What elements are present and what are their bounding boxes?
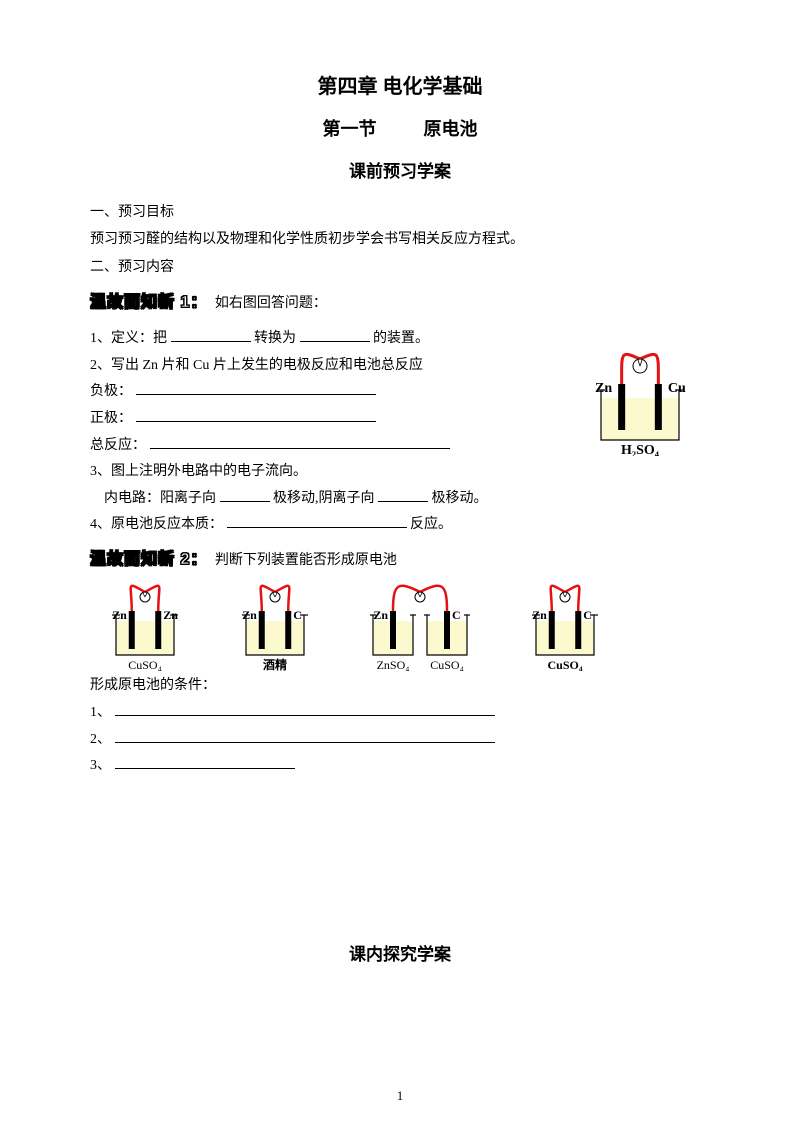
blank: [115, 754, 295, 769]
q3b-mid: 极移动,阴离子向: [273, 491, 375, 506]
cell-diagram: Zn C CuSO₄: [510, 581, 620, 671]
svg-text:CuSO₄: CuSO₄: [430, 658, 464, 671]
svg-text:Zn: Zn: [532, 608, 547, 622]
review2-prompt: 判断下列装置能否形成原电池: [215, 553, 397, 568]
q4-pre: 4、原电池反应本质：: [90, 517, 223, 532]
bottom-title: 课内探究学案: [90, 940, 710, 965]
subtitle: 课前预习学案: [90, 157, 710, 182]
q2: 2、写出 Zn 片和 Cu 片上发生的电极反应和电池总反应: [90, 353, 554, 380]
q1-pre: 1、定义：把: [90, 331, 167, 346]
chapter-title: 第四章 电化学基础: [90, 70, 710, 99]
cell-diagram: Zn Zn CuSO₄: [90, 581, 200, 671]
svg-text:CuSO₄: CuSO₄: [128, 658, 162, 671]
svg-text:酒精: 酒精: [263, 657, 287, 671]
blank: [136, 380, 376, 395]
q4-post: 反应。: [410, 517, 452, 532]
review2-hdr: 温故而知新 2：: [90, 551, 207, 568]
review1-prompt: 如右图回答问题：: [215, 296, 327, 311]
svg-text:C: C: [293, 608, 302, 622]
page-number: 1: [0, 1088, 800, 1104]
blank: [378, 487, 428, 502]
section-left: 第一节: [323, 119, 377, 139]
review1-hdr: 温故而知新 1：: [90, 294, 207, 311]
svg-text:C: C: [452, 608, 461, 622]
blank: [300, 327, 370, 342]
blank: [220, 487, 270, 502]
q3b-post: 极移动。: [432, 491, 488, 506]
svg-text:Zn: Zn: [595, 381, 612, 396]
blank: [115, 701, 495, 716]
c2: 2、: [90, 732, 111, 747]
blank: [171, 327, 251, 342]
svg-text:CuSO₄: CuSO₄: [548, 658, 583, 671]
section-title: 第一节 原电池: [90, 115, 710, 141]
svg-text:C: C: [583, 608, 592, 622]
conditions-hdr: 形成原电池的条件：: [90, 673, 710, 700]
neg-label: 负极：: [90, 384, 132, 399]
pos-label: 正极：: [90, 411, 132, 426]
c3: 3、: [90, 758, 111, 773]
svg-text:Zn: Zn: [112, 608, 127, 622]
svg-text:Zn: Zn: [163, 608, 178, 622]
svg-text:Zn: Zn: [242, 608, 257, 622]
preview-goal-text: 预习预习醛的结构以及物理和化学性质初步学会书写相关反应方程式。: [90, 227, 710, 254]
cell-diagram: Zn C ZnSO₄ CuSO₄: [350, 581, 490, 671]
svg-text:ZnSO₄: ZnSO₄: [377, 658, 410, 671]
cell-diagram-main: Zn Cu H₂SO₄: [570, 326, 710, 461]
section-right: 原电池: [424, 119, 478, 139]
q3: 3、图上注明外电路中的电子流向。: [90, 459, 554, 486]
cells-row: Zn Zn CuSO₄ Zn C 酒精 Zn C ZnSO₄ CuSO₄ Zn C CuSO₄: [90, 581, 710, 671]
blank: [115, 728, 495, 743]
cell-diagram: Zn C 酒精: [220, 581, 330, 671]
svg-text:Cu: Cu: [668, 381, 686, 396]
svg-text:Zn: Zn: [373, 608, 388, 622]
q3b-pre: 内电路：阳离子向: [104, 491, 216, 506]
preview-content-hdr: 二、预习内容: [90, 255, 710, 282]
svg-text:H₂SO₄: H₂SO₄: [621, 443, 660, 456]
blank: [136, 407, 376, 422]
preview-goal-hdr: 一、预习目标: [90, 200, 710, 227]
q1-post: 的装置。: [373, 331, 429, 346]
c1: 1、: [90, 705, 111, 720]
blank: [150, 434, 450, 449]
blank: [227, 513, 407, 528]
q1-mid: 转换为: [254, 331, 296, 346]
total-label: 总反应：: [90, 438, 146, 453]
